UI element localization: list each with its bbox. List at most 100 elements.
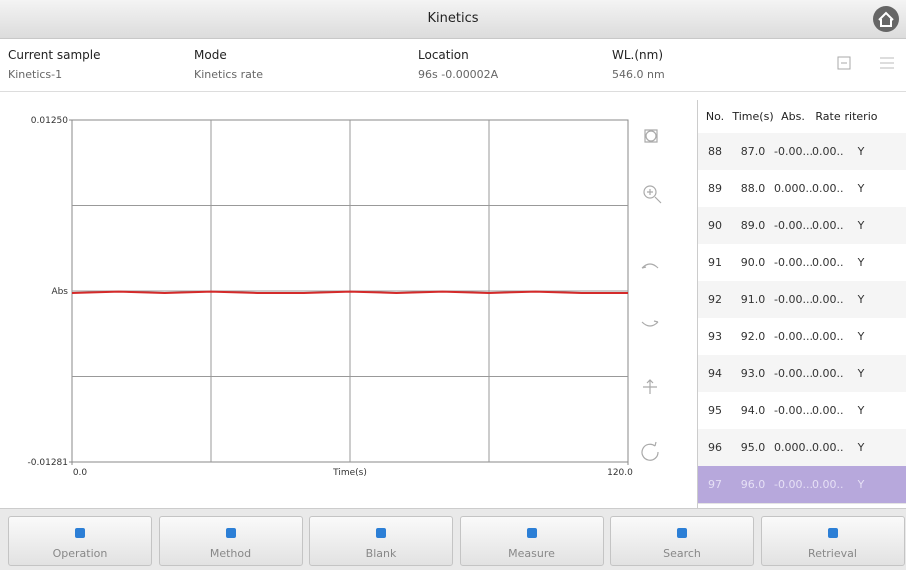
- button-icon: [376, 528, 386, 538]
- home-icon: [878, 11, 894, 27]
- y-tick-label: -0.01281: [28, 458, 68, 468]
- table-cell: Y: [857, 367, 865, 380]
- info-value: Kinetics-1: [8, 68, 63, 81]
- x-axis-label: Time(s): [332, 468, 367, 478]
- table-row[interactable]: [698, 207, 906, 245]
- y-tick-label: 0.01250: [31, 116, 68, 126]
- table-cell: 0.000...: [774, 441, 812, 454]
- table-cell: 87.0: [740, 145, 766, 158]
- button-icon-shape: [376, 528, 386, 538]
- column-header: Abs.: [781, 110, 805, 123]
- button-icon-shape: [677, 528, 687, 538]
- table-row[interactable]: [698, 466, 906, 504]
- table-cell: Y: [857, 441, 865, 454]
- table-cell: -0.00...: [774, 293, 812, 306]
- toolbar-button[interactable]: Method: [158, 516, 303, 566]
- button-icon: [75, 528, 85, 538]
- column-header: No.: [705, 110, 725, 123]
- button-label: Blank: [365, 547, 397, 560]
- table-header: [698, 100, 906, 134]
- view-icons: [837, 56, 894, 70]
- data-table: No. Time(s) Abs. Rate riterio 88 87.0 -0.00... 0…: [697, 100, 906, 510]
- x-tick-label: 120.0: [607, 468, 633, 478]
- button-icon: [677, 528, 687, 538]
- toolbar-button[interactable]: Measure: [459, 516, 604, 566]
- table-cell: 91.0: [740, 293, 766, 306]
- table-cell: 91: [708, 256, 722, 269]
- tool-icon[interactable]: [644, 129, 658, 143]
- title: Kinetics: [427, 11, 479, 26]
- info-bar: Current sample Kinetics-1 Mode Kinetics rat…: [0, 39, 906, 92]
- table-cell: 0.00...: [812, 330, 844, 343]
- data-line: [71, 290, 628, 294]
- table-row[interactable]: [698, 355, 906, 393]
- bottom-bar: Operation Method Blank Measure Search Retriev…: [0, 508, 906, 570]
- table-cell: 0.00...: [812, 293, 844, 306]
- y-axis-label: Abs: [51, 287, 68, 297]
- toolbar-button[interactable]: Blank: [309, 516, 453, 566]
- table-cell: 0.000...: [774, 182, 812, 195]
- button-icon: [827, 528, 838, 538]
- table-cell: -0.00...: [774, 145, 812, 158]
- table-cell: 90.0: [740, 256, 766, 269]
- table-cell: 92: [708, 293, 722, 306]
- info-value: 96s -0.00002A: [418, 68, 499, 81]
- table-cell: Y: [857, 404, 865, 417]
- tool-icon[interactable]: [641, 263, 659, 269]
- collapse-icon[interactable]: [837, 56, 851, 70]
- table-cell: -0.00...: [774, 478, 812, 491]
- table-cell: 95: [708, 404, 722, 417]
- tool-icon[interactable]: [643, 379, 657, 394]
- table-cell: 89.0: [740, 219, 766, 232]
- toolbar-button[interactable]: Retrieval: [760, 516, 905, 566]
- table-cell: 0.00...: [812, 256, 844, 269]
- toolbar-button[interactable]: Operation: [8, 516, 152, 566]
- table-row[interactable]: [698, 244, 906, 282]
- button-label: Method: [209, 547, 252, 560]
- table-row[interactable]: [698, 170, 906, 208]
- info-label: Current sample: [8, 48, 101, 62]
- table-cell: Y: [857, 293, 865, 306]
- table-cell: 0.00...: [812, 367, 844, 380]
- table-cell: -0.00...: [774, 330, 812, 343]
- x-tick-label: 0.0: [73, 468, 88, 478]
- table-cell: -0.00...: [774, 219, 812, 232]
- tool-icon[interactable]: [641, 320, 659, 327]
- table-cell: 0.00...: [812, 404, 844, 417]
- column-header: Rate: [815, 110, 841, 123]
- button-label: Search: [663, 547, 701, 560]
- table-cell: 94.0: [740, 404, 766, 417]
- home-button[interactable]: [873, 6, 899, 32]
- table-cell: -0.00...: [774, 256, 812, 269]
- button-icon-shape: [225, 528, 236, 538]
- tool-icon[interactable]: [643, 185, 662, 204]
- tool-icon[interactable]: [641, 441, 659, 461]
- table-cell: 0.00...: [812, 219, 844, 232]
- table-cell: 0.00...: [812, 478, 844, 491]
- button-icon-shape: [827, 528, 838, 538]
- table-cell: 93: [708, 330, 722, 343]
- column-header: Time(s): [732, 110, 774, 123]
- toolbar-button[interactable]: Search: [610, 516, 754, 566]
- table-cell: Y: [857, 145, 865, 158]
- table-cell: 0.00...: [812, 145, 844, 158]
- button-icon-shape: [75, 528, 85, 538]
- table-cell: 90: [708, 219, 722, 232]
- info-label: Location: [418, 48, 469, 62]
- table-cell: 96.0: [740, 478, 766, 491]
- table-cell: 97: [708, 478, 722, 491]
- table-cell: Y: [857, 219, 865, 232]
- table-cell: 88.0: [740, 182, 766, 195]
- table-cell: 96: [708, 441, 722, 454]
- table-cell: 95.0: [740, 441, 766, 454]
- table-cell: 88: [708, 145, 722, 158]
- table-cell: 93.0: [740, 367, 766, 380]
- table-cell: Y: [857, 182, 865, 195]
- table-row[interactable]: [698, 429, 906, 467]
- column-header: riterio: [844, 110, 878, 123]
- list-icon[interactable]: [880, 57, 894, 69]
- button-icon-shape: [526, 528, 537, 538]
- table-cell: 94: [708, 367, 722, 380]
- info-value: Kinetics rate: [194, 68, 263, 81]
